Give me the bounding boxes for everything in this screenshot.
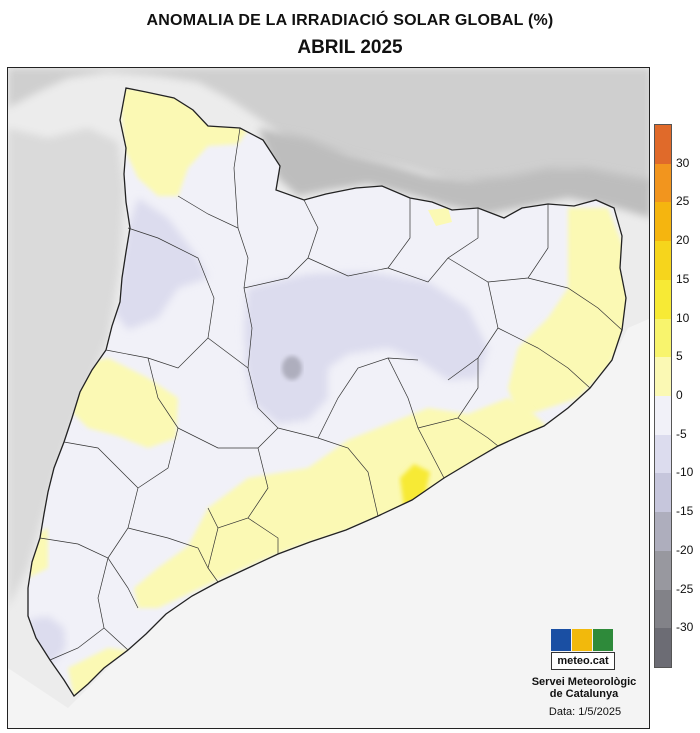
legend-swatch [655,434,671,474]
legend-label: 5 [676,349,683,364]
legend-swatch [655,628,671,668]
legend-label: -25 [676,581,694,596]
sea-area [8,318,649,728]
institution-name: Servei Meteorològic de Catalunya [520,676,648,700]
zone-minus10-central [244,272,488,424]
legend-swatch [655,396,671,436]
logo-cloud-icon [593,629,613,651]
pyrenees-relief [8,68,649,188]
anomaly-map [8,68,649,728]
legend-label: -15 [676,504,694,519]
logo-bars-icon [551,629,571,651]
legend-label: 20 [676,233,690,248]
legend-swatch [655,279,671,320]
zone-plus5-coast [134,398,548,608]
legend-swatch [655,473,671,513]
zone-plus5-northeast [508,208,626,418]
map-frame [7,67,650,729]
institution-line1: Servei Meteorològic [531,676,637,688]
legend-label: -10 [676,465,694,480]
zone-plus5-north [120,88,248,196]
map-subtitle: ABRIL 2025 [297,37,403,58]
legend-label: 10 [676,310,690,325]
institution-line2: de Catalunya [549,688,619,700]
zone-plus5-pyrenees [428,208,452,226]
logo-text: meteo.cat [551,652,615,670]
legend-swatch [655,318,671,358]
legend-swatch [655,202,671,242]
logo-sun-icon [572,629,592,651]
map-title: ANOMALIA DE LA IRRADIACIÓ SOLAR GLOBAL (… [146,12,554,29]
legend-swatch [655,357,671,397]
legend-swatch [655,241,671,281]
legend-label: 30 [676,155,690,170]
legend-swatch [655,550,671,591]
legend-label: 25 [676,194,690,209]
legend-swatch [655,589,671,629]
zone-plus5-west [64,358,178,448]
french-pyrenees-relief [258,128,649,218]
catalonia-border [27,87,627,697]
legend-label: -30 [676,620,694,635]
county-boundaries [39,127,623,661]
legend-swatch [655,125,671,165]
meteocat-logo: meteo.cat [551,629,615,670]
zone-minus20-center [282,356,302,380]
legend-label: -5 [676,426,687,441]
map-date: Data: 1/5/2025 [548,706,622,718]
legend-label: -20 [676,542,694,557]
legend-swatch [655,512,671,552]
color-legend [654,124,672,668]
legend-label: 15 [676,271,690,286]
aragon-relief [8,128,124,608]
legend-label: 0 [676,388,683,402]
legend-swatch [655,163,671,203]
